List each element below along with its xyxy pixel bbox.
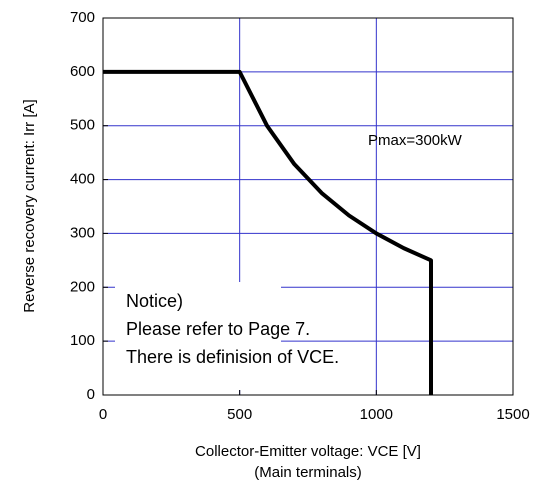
y-tick-label: 600 [70, 63, 95, 80]
y-tick-label: 500 [70, 117, 95, 134]
x-tick-label: 1500 [496, 406, 529, 423]
y-tick-label: 700 [70, 9, 95, 26]
annotation: Please refer to Page 7. [126, 319, 310, 339]
x-tick-label: 0 [99, 406, 107, 423]
y-tick-label: 400 [70, 171, 95, 188]
x-axis-label: Collector-Emitter voltage: VCE [V] [195, 443, 421, 460]
annotation: There is definision of VCE. [126, 347, 339, 367]
y-tick-label: 0 [87, 386, 95, 403]
y-tick-label: 100 [70, 332, 95, 349]
notice-background [115, 282, 281, 390]
data-line [103, 69, 433, 395]
annotation: Pmax=300kW [368, 132, 463, 149]
plot-frame [102, 17, 514, 396]
x-axis-label: (Main terminals) [254, 464, 362, 481]
y-axis-label: Reverse recovery current: Irr [A] [21, 99, 38, 312]
y-tick-label: 200 [70, 278, 95, 295]
y-tick-label: 300 [70, 224, 95, 241]
annotation: Notice) [126, 291, 183, 311]
x-tick-label: 500 [227, 406, 252, 423]
x-tick-label: 1000 [360, 406, 393, 423]
